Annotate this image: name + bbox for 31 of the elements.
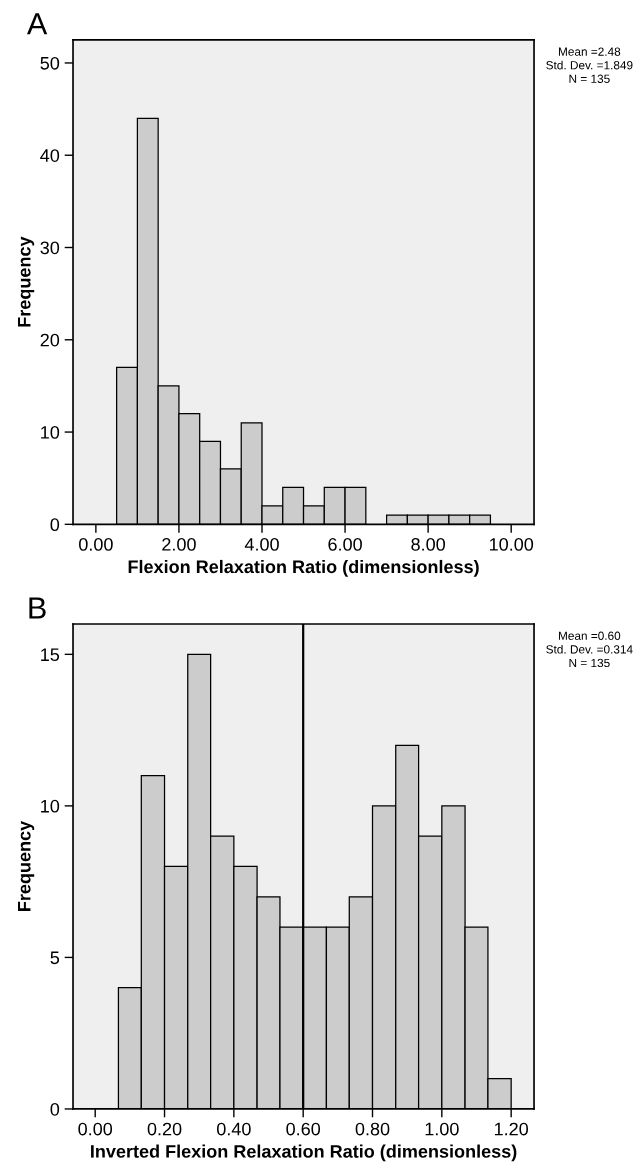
y-tick-label: 10 <box>41 799 60 813</box>
x-tick-label: 0.80 <box>355 1122 390 1136</box>
x-tick-label: 10.00 <box>489 538 534 551</box>
text: Mean =0.60 Std. Dev. =0.314 N = 135 <box>546 631 633 668</box>
x-tick-label: 0.00 <box>79 538 113 551</box>
x-axis-title: Inverted Flexion Relaxation Ratio (dimensionless) <box>91 1144 517 1162</box>
x-tick-label: 0.20 <box>147 1122 182 1136</box>
y-tick-label: 0 <box>50 1102 60 1116</box>
y-axis-title: Frequency <box>18 820 35 911</box>
x-tick-label: 8.00 <box>411 538 445 551</box>
y-axis-title: Frequency <box>18 236 35 327</box>
x-tick-label: 6.00 <box>328 538 362 551</box>
x-axis-title: Flexion Relaxation Ratio (dimensionless) <box>128 559 479 577</box>
y-tick-label: 20 <box>40 333 60 347</box>
y-tick-label: 5 <box>50 951 60 965</box>
x-tick-label: 2.00 <box>162 538 196 551</box>
y-tick-label: 10 <box>41 425 60 439</box>
x-tick-label: 0.60 <box>286 1122 321 1136</box>
chart-title: B <box>29 597 46 619</box>
y-tick-label: 15 <box>41 648 60 662</box>
x-tick-label: 1.20 <box>494 1122 529 1136</box>
x-tick-label: 1.00 <box>425 1122 459 1136</box>
y-tick-label: 0 <box>50 518 60 532</box>
text: Mean =2.48 Std. Dev. =1.849 N = 135 <box>546 47 633 83</box>
x-tick-label: 0.40 <box>216 1122 251 1136</box>
chart-title: A <box>26 13 48 35</box>
x-tick-label: 0.00 <box>78 1122 113 1136</box>
y-tick-label: 50 <box>40 56 60 70</box>
y-tick-label: 30 <box>40 241 60 255</box>
x-tick-label: 4.00 <box>244 538 279 551</box>
y-tick-label: 40 <box>40 149 60 162</box>
